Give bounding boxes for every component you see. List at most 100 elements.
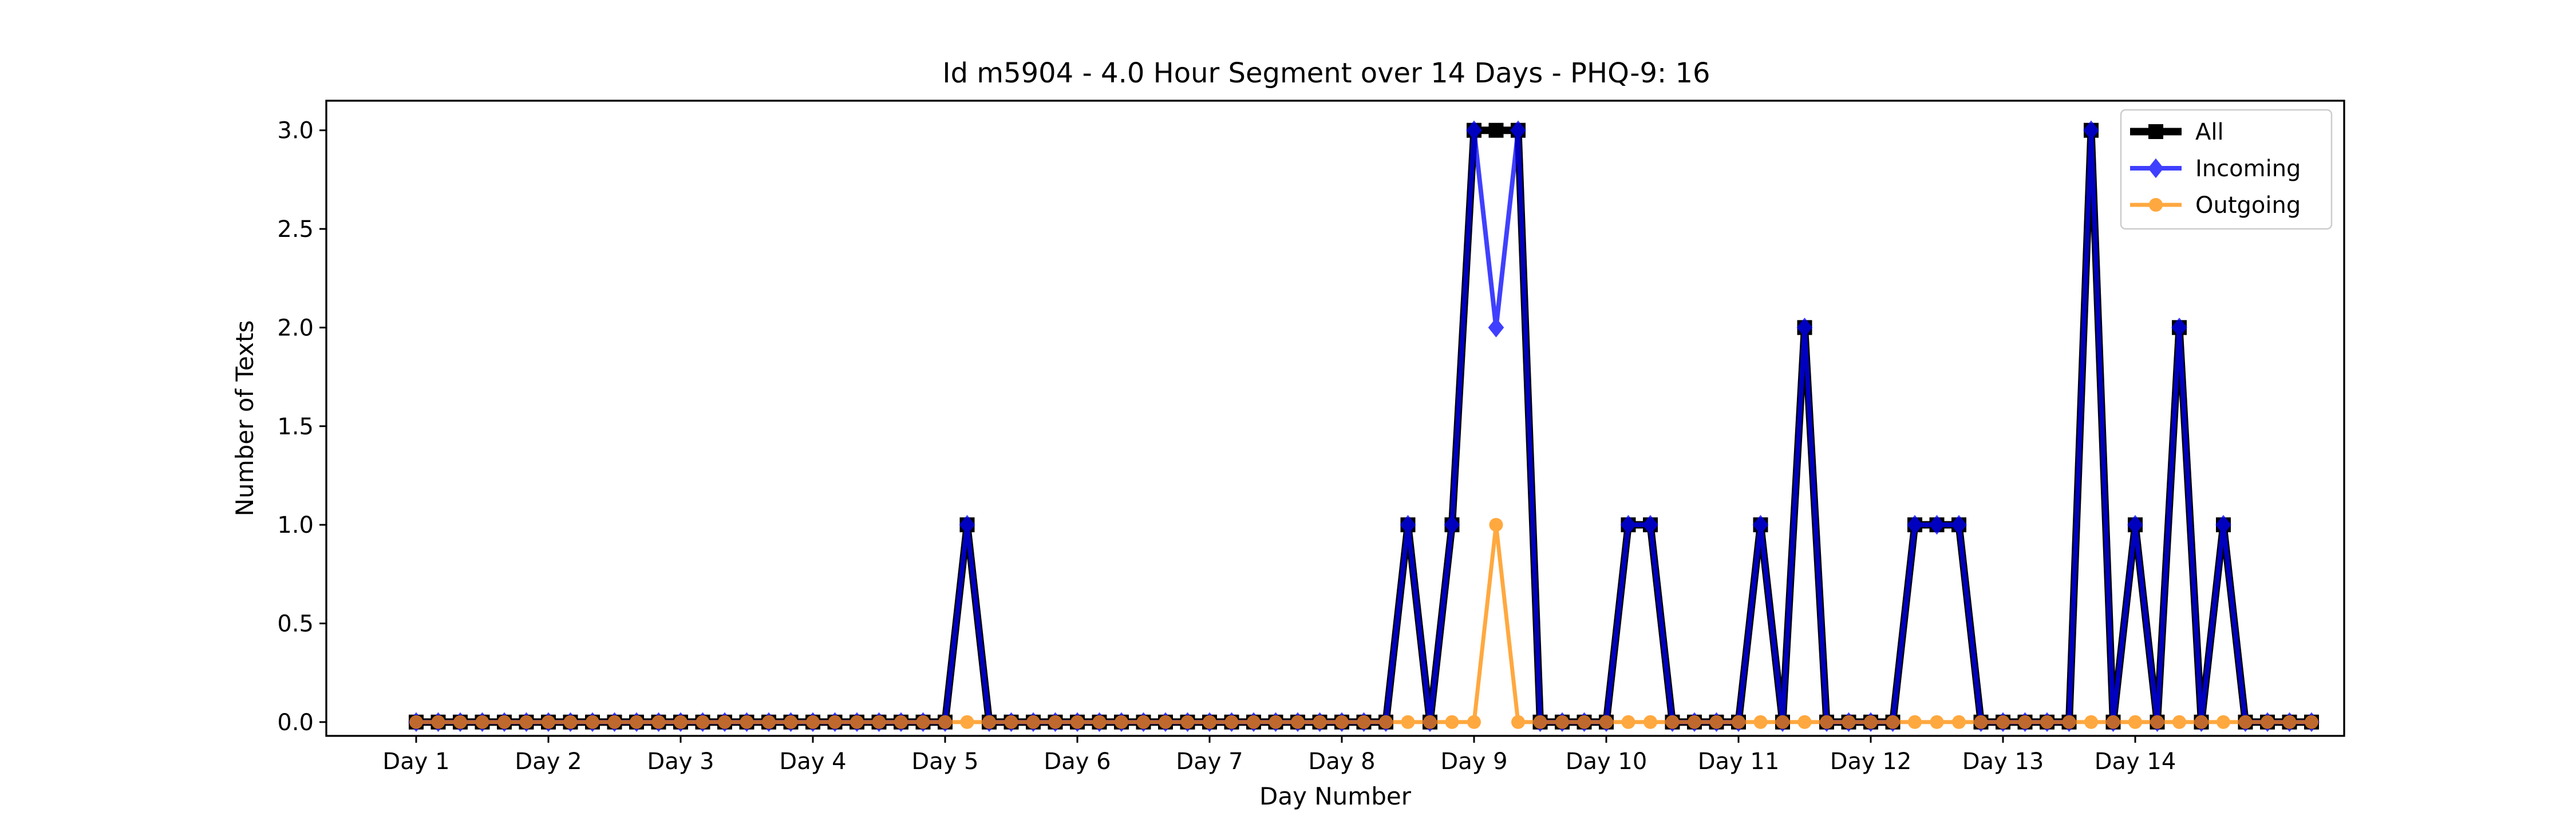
data-point-outgoing [453,715,467,729]
data-point-outgoing [1577,715,1591,729]
data-point-incoming [2127,514,2143,535]
data-point-incoming [1466,120,1482,140]
y-tick-label: 0.5 [277,611,314,637]
data-point-outgoing [409,715,423,729]
x-tick-label: Day 8 [1308,748,1375,775]
data-point-outgoing [1555,715,1569,729]
data-point-outgoing [674,715,688,729]
data-point-outgoing [1665,715,1680,729]
data-point-outgoing [1070,715,1084,729]
x-tick-label: Day 1 [382,748,449,775]
data-point-outgoing [762,715,776,729]
data-point-outgoing [850,715,864,729]
data-point-outgoing [2106,715,2120,729]
y-tick-label: 1.0 [277,512,314,538]
data-point-outgoing [1467,715,1481,729]
data-point-outgoing [1753,715,1768,729]
legend-marker-all [2148,124,2163,139]
data-point-incoming [2215,514,2231,535]
data-point-outgoing [872,715,886,729]
data-point-outgoing [1599,715,1613,729]
y-tick-label: 0.0 [277,710,314,736]
data-point-incoming [2083,120,2099,140]
data-point-outgoing [1842,715,1856,729]
x-tick-label: Day 10 [1566,748,1647,775]
data-point-outgoing [2305,715,2318,729]
data-point-outgoing [1269,715,1283,729]
data-point-outgoing [1159,715,1172,729]
data-point-outgoing [1709,715,1724,729]
data-point-outgoing [563,715,578,729]
data-point-outgoing [938,715,952,729]
data-point-outgoing [2217,715,2230,729]
x-tick-label: Day 2 [515,748,582,775]
data-point-incoming [1400,514,1416,535]
data-point-outgoing [2040,715,2054,729]
data-point-outgoing [1423,715,1437,729]
chart-title: Id m5904 - 4.0 Hour Segment over 14 Days… [942,57,1710,89]
data-point-outgoing [806,715,820,729]
data-point-outgoing [1092,715,1107,729]
series-outgoing [409,518,2318,729]
data-point-outgoing [696,715,710,729]
data-point-outgoing [2282,715,2297,729]
data-point-incoming [1510,120,1526,140]
y-tick-label: 3.0 [277,118,314,144]
data-point-outgoing [916,715,930,729]
legend: All Incoming Outgoing [2120,109,2333,230]
data-point-incoming [1444,514,1460,535]
data-point-outgoing [2194,715,2208,729]
y-tick-label: 2.0 [277,315,314,341]
legend-label-incoming: Incoming [2195,156,2301,182]
data-point-outgoing [1511,715,1525,729]
data-point-outgoing [1379,715,1393,729]
data-point-outgoing [1996,715,2010,729]
legend-marker-incoming [2148,158,2164,179]
data-point-outgoing [519,715,534,729]
data-point-outgoing [1313,715,1327,729]
data-point-incoming [1796,318,1813,338]
data-point-outgoing [1952,715,1966,729]
x-tick-label: Day 6 [1044,748,1111,775]
data-point-outgoing [1203,715,1216,729]
data-point-outgoing [2128,715,2142,729]
data-point-outgoing [1048,715,1062,729]
data-point-outgoing [1357,715,1371,729]
data-point-outgoing [542,715,555,729]
data-point-outgoing [828,715,842,729]
data-point-incoming [1907,514,1923,535]
data-point-outgoing [718,715,732,729]
data-point-outgoing [1291,715,1305,729]
legend-marker-outgoing [2149,198,2163,212]
x-tick-label: Day 9 [1440,748,1507,775]
data-point-outgoing [1908,715,1922,729]
data-point-outgoing [1004,715,1018,729]
axes-frame [325,100,2345,737]
y-tick-label: 2.5 [277,216,314,243]
data-point-outgoing [2084,715,2098,729]
x-tick-label: Day 11 [1698,748,1780,775]
data-point-outgoing [1820,715,1834,729]
data-point-outgoing [1930,715,1944,729]
y-axis-label: Number of Texts [231,320,259,517]
data-point-outgoing [1335,715,1349,729]
data-point-outgoing [431,715,445,729]
data-point-outgoing [1180,715,1195,729]
y-axis: 0.0 0.5 1.0 1.5 2.0 2.5 3.0 [277,118,326,736]
data-point-outgoing [894,715,908,729]
data-point-outgoing [1776,715,1789,729]
plot-area [408,120,2320,732]
legend-item-all [2130,124,2182,139]
data-point-outgoing [960,715,974,729]
data-point-incoming [959,514,975,535]
data-point-outgoing [1401,715,1415,729]
legend-label-all: All [2195,119,2224,145]
data-point-outgoing [475,715,489,729]
x-tick-label: Day 4 [779,748,846,775]
data-point-outgoing [2062,715,2076,729]
data-point-outgoing [1224,715,1239,729]
data-point-outgoing [651,715,666,729]
data-point-outgoing [2238,715,2253,729]
data-point-outgoing [1026,715,1040,729]
